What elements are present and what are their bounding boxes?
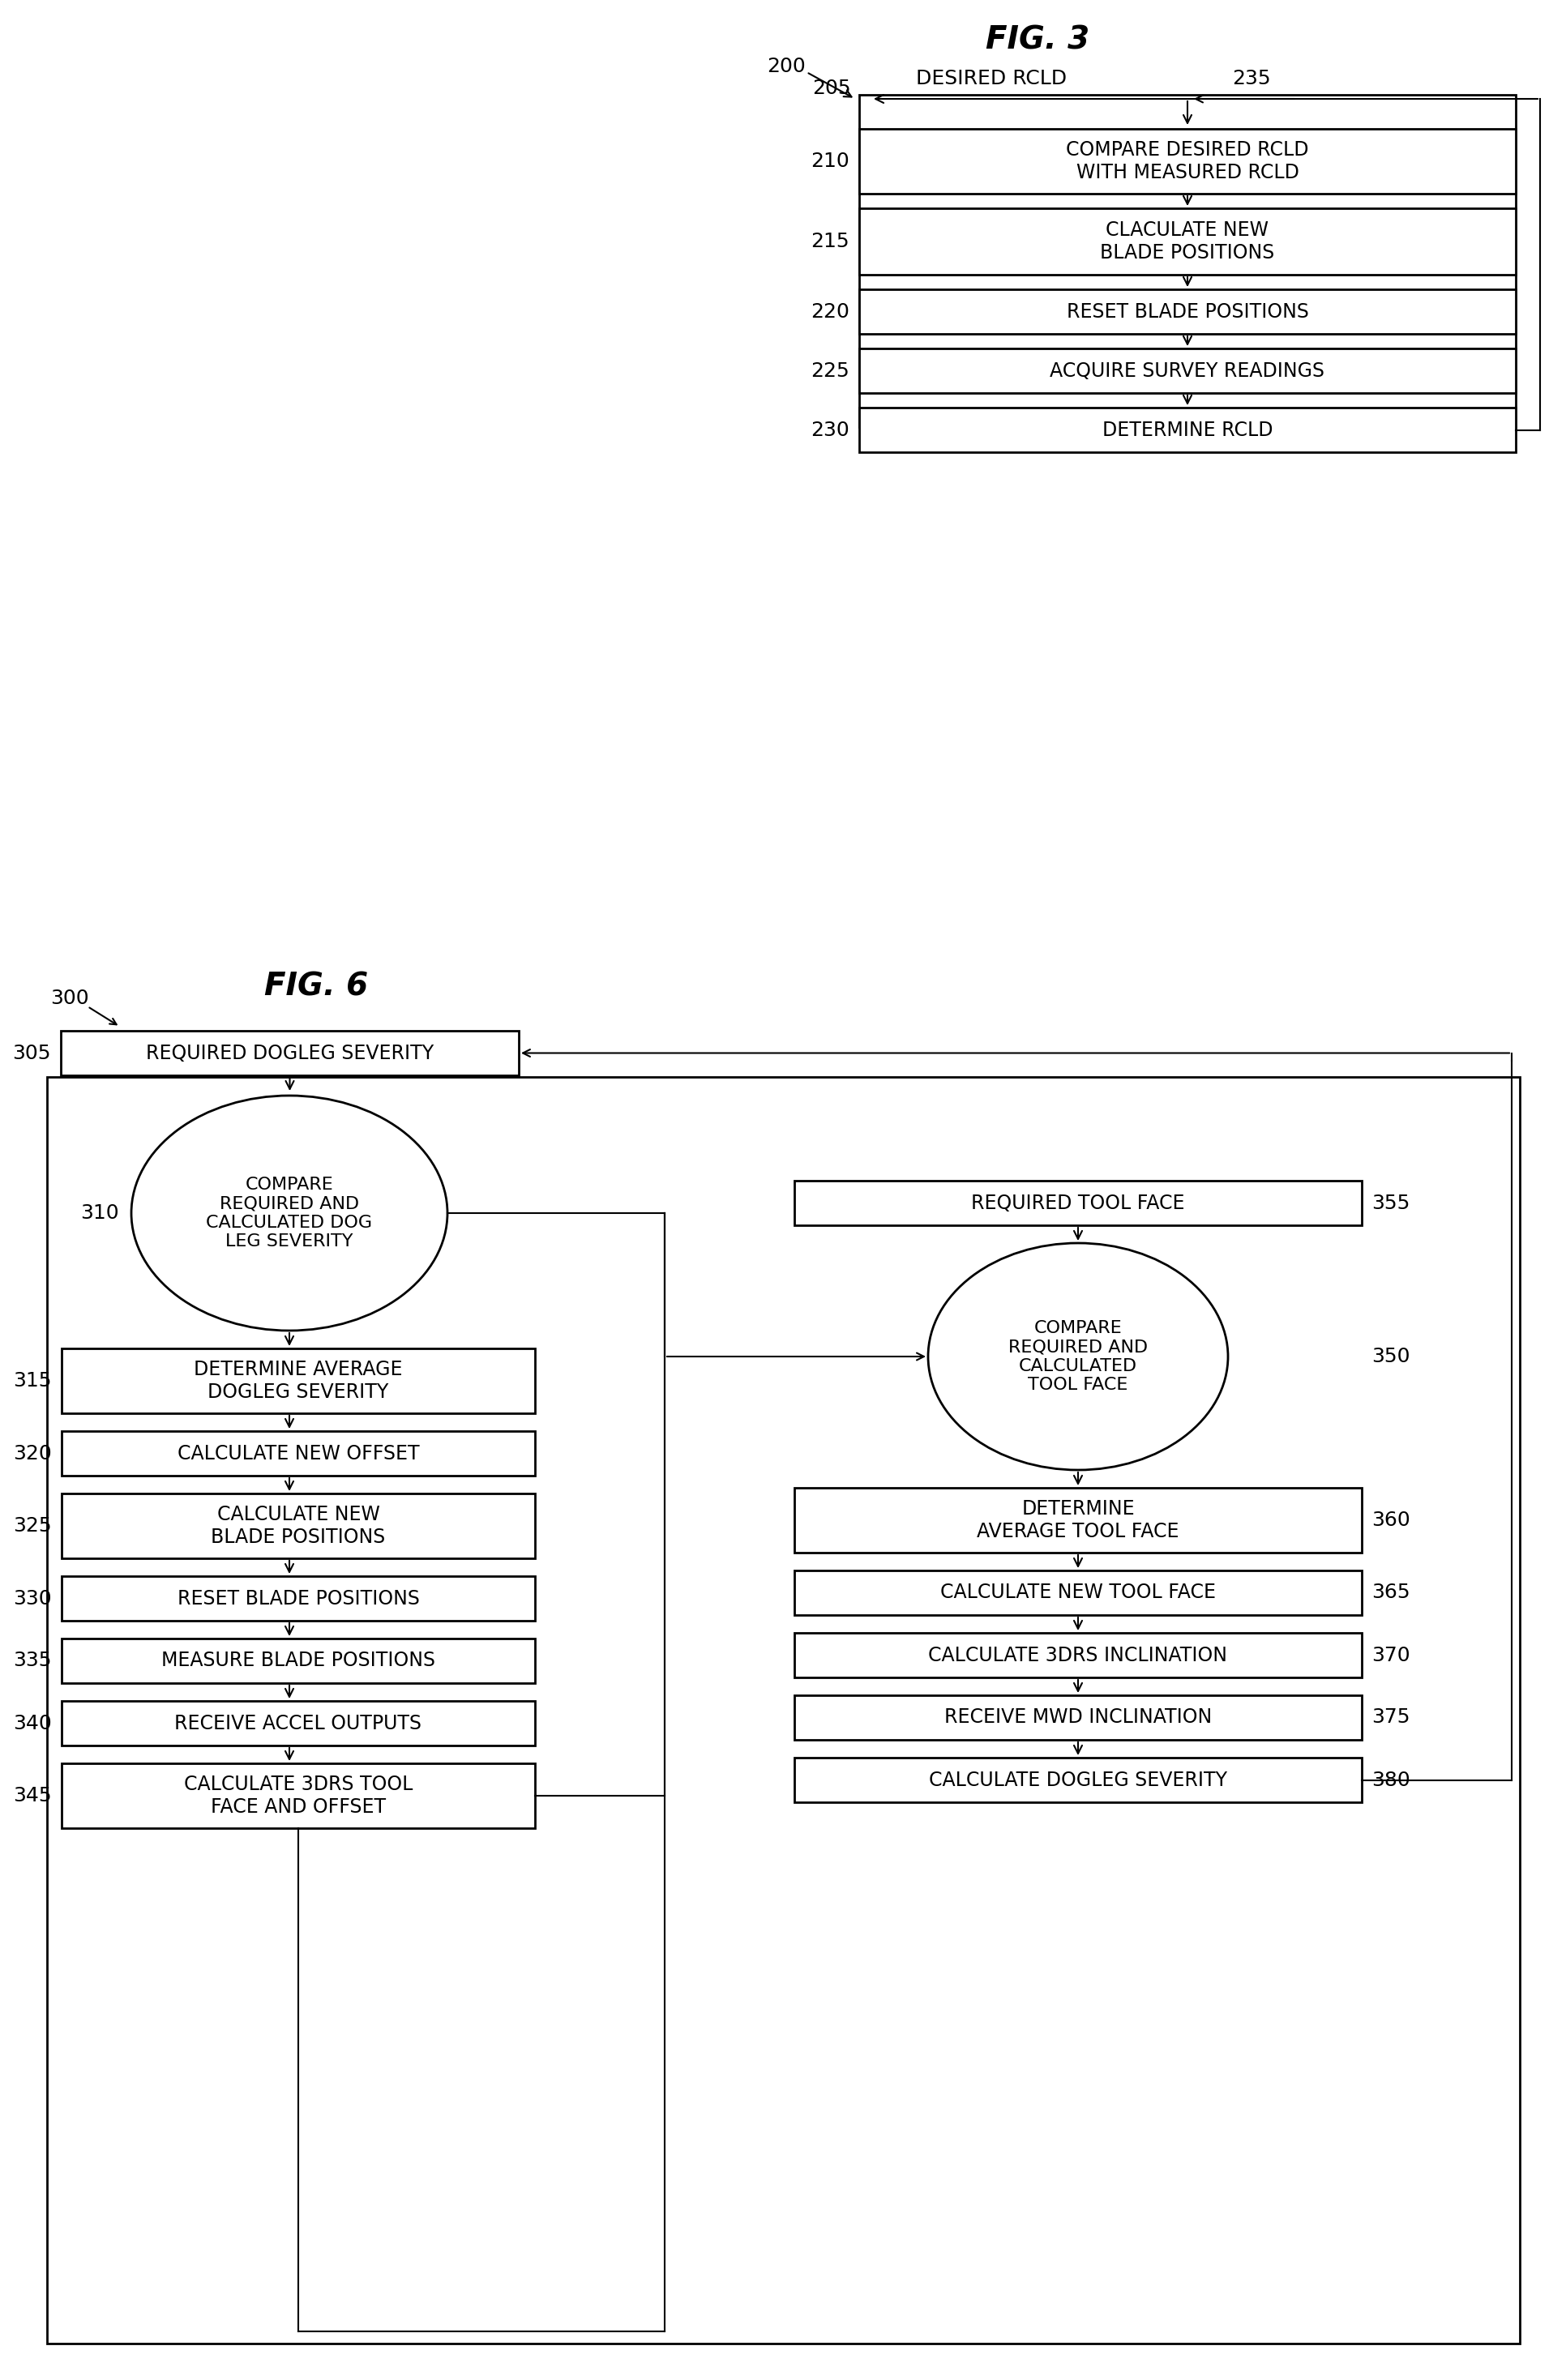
Text: 320: 320: [13, 1445, 52, 1464]
Bar: [794, 1488, 1361, 1552]
Text: 230: 230: [810, 421, 849, 440]
Text: 360: 360: [1370, 1511, 1409, 1530]
Bar: [858, 407, 1514, 452]
Text: 315: 315: [14, 1371, 52, 1390]
Bar: [61, 1495, 534, 1559]
Text: 370: 370: [1370, 1645, 1409, 1666]
Text: CALCULATE 3DRS TOOL
FACE AND OFFSET: CALCULATE 3DRS TOOL FACE AND OFFSET: [183, 1775, 412, 1816]
Text: 215: 215: [811, 231, 849, 252]
Text: 305: 305: [13, 1042, 52, 1064]
Text: FIG. 3: FIG. 3: [985, 24, 1088, 55]
Bar: [61, 1576, 534, 1621]
Text: 380: 380: [1370, 1771, 1409, 1790]
Text: CALCULATE DOGLEG SEVERITY: CALCULATE DOGLEG SEVERITY: [929, 1771, 1226, 1790]
Text: DESIRED RCLD: DESIRED RCLD: [916, 69, 1066, 88]
Bar: [858, 129, 1514, 193]
Bar: [47, 1078, 1519, 2344]
Text: 300: 300: [50, 988, 89, 1009]
Text: 375: 375: [1370, 1709, 1409, 1728]
Text: 355: 355: [1370, 1192, 1409, 1214]
Text: 205: 205: [813, 79, 850, 98]
Text: 210: 210: [810, 152, 849, 171]
Text: 310: 310: [80, 1204, 119, 1223]
Bar: [794, 1695, 1361, 1740]
Text: 220: 220: [810, 302, 849, 321]
Text: DETERMINE RCLD: DETERMINE RCLD: [1101, 421, 1272, 440]
Text: COMPARE
REQUIRED AND
CALCULATED DOG
LEG SEVERITY: COMPARE REQUIRED AND CALCULATED DOG LEG …: [207, 1176, 373, 1250]
Bar: [61, 1031, 518, 1076]
Text: 350: 350: [1370, 1347, 1409, 1366]
Bar: [61, 1764, 534, 1828]
Text: 225: 225: [810, 362, 849, 381]
Ellipse shape: [927, 1242, 1228, 1471]
Text: 340: 340: [13, 1714, 52, 1733]
Text: CALCULATE NEW TOOL FACE: CALCULATE NEW TOOL FACE: [940, 1583, 1215, 1602]
Bar: [794, 1180, 1361, 1226]
Text: REQUIRED DOGLEG SEVERITY: REQUIRED DOGLEG SEVERITY: [146, 1042, 434, 1064]
Text: DETERMINE
AVERAGE TOOL FACE: DETERMINE AVERAGE TOOL FACE: [977, 1499, 1179, 1542]
Text: RECEIVE ACCEL OUTPUTS: RECEIVE ACCEL OUTPUTS: [174, 1714, 421, 1733]
Text: COMPARE
REQUIRED AND
CALCULATED
TOOL FACE: COMPARE REQUIRED AND CALCULATED TOOL FAC…: [1009, 1321, 1148, 1392]
Bar: [858, 95, 1514, 426]
Text: 365: 365: [1370, 1583, 1409, 1602]
Text: CALCULATE NEW
BLADE POSITIONS: CALCULATE NEW BLADE POSITIONS: [211, 1504, 385, 1547]
Bar: [61, 1349, 534, 1414]
Text: RECEIVE MWD INCLINATION: RECEIVE MWD INCLINATION: [944, 1709, 1211, 1728]
Text: 345: 345: [13, 1785, 52, 1806]
Bar: [794, 1633, 1361, 1678]
Text: FIG. 6: FIG. 6: [265, 971, 368, 1002]
Text: RESET BLADE POSITIONS: RESET BLADE POSITIONS: [1066, 302, 1308, 321]
Text: 200: 200: [766, 57, 805, 76]
Bar: [858, 347, 1514, 393]
Bar: [858, 209, 1514, 274]
Text: ACQUIRE SURVEY READINGS: ACQUIRE SURVEY READINGS: [1049, 362, 1325, 381]
Bar: [61, 1430, 534, 1476]
Bar: [61, 1637, 534, 1683]
Text: CALCULATE 3DRS INCLINATION: CALCULATE 3DRS INCLINATION: [929, 1645, 1226, 1666]
Text: COMPARE DESIRED RCLD
WITH MEASURED RCLD: COMPARE DESIRED RCLD WITH MEASURED RCLD: [1065, 140, 1308, 183]
Text: REQUIRED TOOL FACE: REQUIRED TOOL FACE: [971, 1192, 1184, 1214]
Text: 235: 235: [1231, 69, 1270, 88]
Bar: [794, 1759, 1361, 1802]
Text: RESET BLADE POSITIONS: RESET BLADE POSITIONS: [177, 1590, 420, 1609]
Text: DETERMINE AVERAGE
DOGLEG SEVERITY: DETERMINE AVERAGE DOGLEG SEVERITY: [194, 1359, 402, 1402]
Text: MEASURE BLADE POSITIONS: MEASURE BLADE POSITIONS: [161, 1652, 435, 1671]
Text: 325: 325: [13, 1516, 52, 1535]
Text: 330: 330: [13, 1590, 52, 1609]
Bar: [61, 1702, 534, 1745]
Bar: [794, 1571, 1361, 1616]
Bar: [858, 290, 1514, 333]
Text: CALCULATE NEW OFFSET: CALCULATE NEW OFFSET: [177, 1445, 420, 1464]
Text: CLACULATE NEW
BLADE POSITIONS: CLACULATE NEW BLADE POSITIONS: [1099, 221, 1275, 262]
Text: 335: 335: [14, 1652, 52, 1671]
Ellipse shape: [132, 1095, 448, 1330]
